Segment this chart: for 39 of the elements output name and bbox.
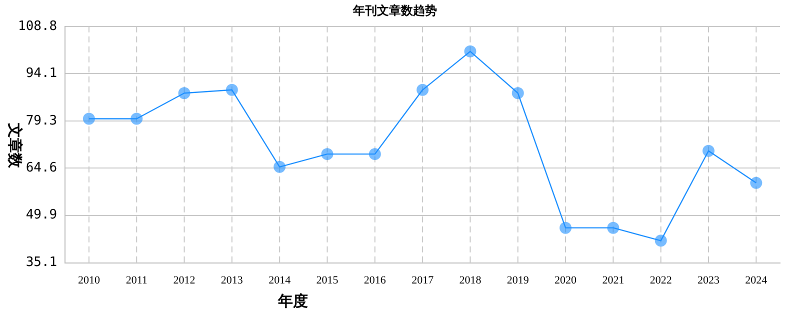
x-tick-label: 2014	[268, 274, 292, 286]
point	[368, 148, 381, 160]
x-axis-title: 年度	[278, 292, 308, 311]
x-tick-label: 2016	[364, 274, 386, 286]
point	[560, 222, 572, 234]
x-tick-label: 2023	[698, 274, 720, 286]
x-tick-label: 2010	[78, 274, 100, 286]
point	[321, 148, 334, 160]
x-tick-label: 2017	[412, 274, 434, 286]
point	[226, 84, 238, 96]
point	[512, 87, 524, 100]
point	[654, 234, 667, 247]
x-tick-label: 2021	[602, 274, 624, 286]
y-tick-label: 35.1	[26, 255, 58, 270]
point	[82, 112, 95, 125]
point	[274, 160, 286, 173]
chart-title: 年刊文章数趋势	[352, 3, 437, 18]
point	[416, 84, 429, 96]
point	[130, 112, 143, 125]
y-tick-label: 64.6	[26, 160, 58, 176]
y-tick-label: 108.8	[18, 18, 58, 34]
x-tick-label: 2018	[459, 274, 482, 286]
x-tick-label: 2020	[554, 274, 578, 286]
point	[464, 45, 476, 58]
x-tick-label: 2013	[220, 274, 244, 286]
y-axis-title: 文章数	[5, 123, 24, 168]
y-tick-label: 94.1	[26, 66, 58, 81]
point	[607, 222, 620, 234]
y-tick-label: 49.9	[26, 208, 58, 223]
x-tick-label: 2011	[126, 274, 148, 286]
point	[750, 176, 762, 189]
x-tick-label: 2022	[650, 274, 672, 286]
x-tick-label: 2015	[316, 274, 339, 286]
point	[702, 144, 715, 157]
point	[178, 87, 190, 100]
x-tick-label: 2024	[745, 274, 768, 286]
y-tick-label: 79.3	[26, 113, 58, 128]
x-tick-label: 2012	[173, 274, 196, 286]
x-tick-label: 2019	[506, 274, 530, 286]
